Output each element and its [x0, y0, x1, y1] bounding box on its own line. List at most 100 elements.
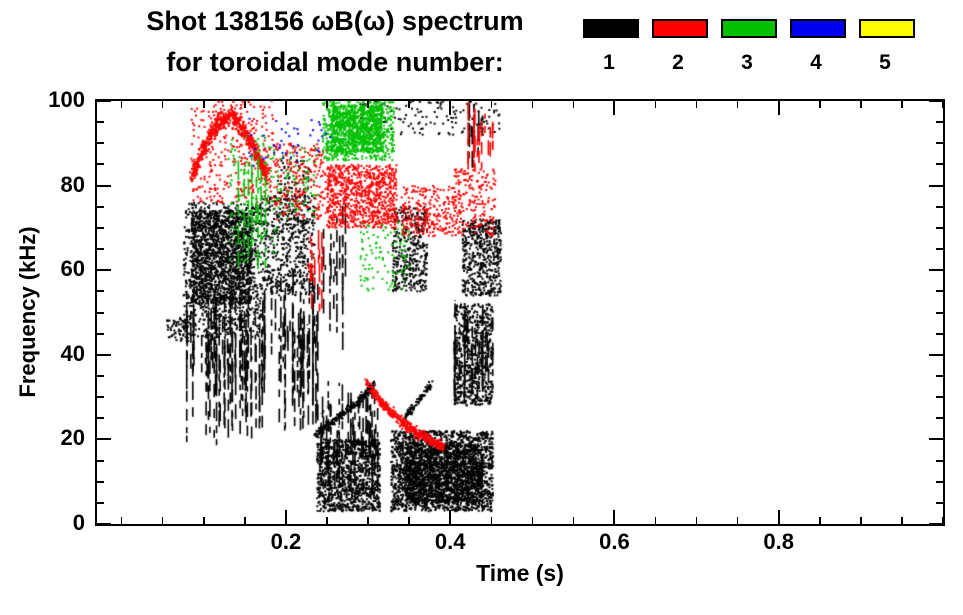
axis-tick [936, 480, 943, 483]
axis-tick [97, 121, 104, 124]
legend-swatch-mode-3 [721, 19, 777, 38]
legend-swatch-mode-1 [583, 19, 639, 38]
axis-tick [97, 269, 111, 272]
axis-tick [449, 101, 452, 115]
y-tick-labels: 0 20 40 60 80 100 [0, 87, 90, 535]
axis-tick [97, 501, 104, 504]
axis-tick [777, 510, 780, 524]
axis-tick [97, 417, 104, 420]
legend-label-mode-1: 1 [603, 51, 615, 74]
axis-tick [936, 459, 943, 462]
x-tick-label: 0.8 [763, 529, 795, 554]
axis-tick [97, 523, 111, 525]
x-tick-label: 0.6 [599, 529, 630, 554]
axis-tick [936, 163, 943, 166]
axis-tick [284, 101, 287, 115]
axis-tick [901, 517, 903, 524]
axis-tick [695, 101, 698, 108]
axis-tick [942, 517, 944, 524]
axis-tick [408, 517, 410, 524]
axis-tick [936, 417, 943, 420]
legend-label-mode-4: 4 [810, 51, 822, 74]
legend-swatch-mode-5 [859, 19, 915, 38]
axis-tick [97, 311, 104, 314]
axis-tick [936, 501, 943, 504]
axis-tick [929, 269, 943, 272]
axis-tick [97, 438, 111, 441]
axis-tick [97, 226, 104, 229]
y-tick-label: 80 [60, 171, 85, 197]
legend-label-mode-2: 2 [672, 51, 684, 74]
y-tick-label: 100 [48, 87, 85, 112]
y-tick-label: 0 [72, 510, 85, 535]
axis-tick [97, 374, 104, 377]
axis-tick [326, 517, 328, 524]
axis-tick [244, 517, 246, 524]
axis-tick [929, 523, 943, 525]
axis-tick [901, 101, 903, 108]
axis-tick [244, 101, 246, 108]
axis-tick [929, 100, 943, 102]
axis-tick [654, 517, 657, 524]
axis-tick [284, 510, 287, 524]
axis-tick [97, 100, 111, 102]
axis-tick [613, 101, 616, 115]
axis-tick [97, 480, 104, 483]
axis-tick [97, 290, 104, 293]
axis-tick [97, 142, 104, 145]
axis-tick [120, 101, 123, 108]
legend-swatch-mode-4 [790, 19, 846, 38]
y-tick-label: 20 [60, 425, 85, 451]
axis-tick [936, 226, 943, 229]
axis-tick [936, 205, 943, 208]
axis-tick [408, 101, 410, 108]
axis-tick [120, 517, 123, 524]
x-tick-labels: 0.2 0.4 0.6 0.8 [97, 529, 943, 557]
axis-tick [936, 290, 943, 293]
axis-tick [929, 184, 943, 187]
axis-tick [942, 101, 944, 108]
axis-tick [936, 396, 943, 399]
axis-tick [367, 517, 369, 524]
axis-tick [929, 438, 943, 441]
axis-tick [449, 510, 452, 524]
y-tick-label: 40 [60, 340, 85, 366]
legend-label-mode-5: 5 [879, 51, 891, 74]
axis-tick [695, 517, 698, 524]
x-axis-label: Time (s) [476, 560, 564, 586]
axis-tick [613, 510, 616, 524]
axis-tick [819, 101, 821, 108]
axis-tick [936, 248, 943, 251]
axis-tick [490, 517, 492, 524]
axis-tick [97, 332, 104, 335]
axis-tick [203, 101, 205, 108]
axis-tick [654, 101, 657, 108]
axis-tick [777, 101, 780, 115]
axis-tick [161, 101, 164, 108]
axis-tick [936, 311, 943, 314]
figure-title-line1: Shot 138156 ωB(ω) spectrum [146, 6, 524, 36]
spectrogram-canvas [97, 101, 943, 524]
axis-tick [97, 163, 104, 166]
axis-tick [572, 517, 575, 524]
axis-tick [936, 142, 943, 145]
axis-tick [936, 121, 943, 124]
plot-area [95, 99, 945, 526]
axis-tick [736, 101, 739, 108]
axis-tick [936, 332, 943, 335]
axis-tick [531, 101, 534, 108]
axis-tick [97, 459, 104, 462]
axis-tick [819, 517, 821, 524]
axis-tick [490, 101, 492, 108]
legend-label-mode-3: 3 [741, 51, 753, 74]
axis-tick [97, 205, 104, 208]
legend-swatch-mode-2 [652, 19, 708, 38]
axis-tick [860, 517, 862, 524]
axis-tick [97, 248, 104, 251]
axis-tick [936, 374, 943, 377]
y-tick-label: 60 [60, 256, 85, 282]
axis-tick [531, 517, 534, 524]
axis-tick [203, 517, 205, 524]
axis-tick [929, 353, 943, 356]
